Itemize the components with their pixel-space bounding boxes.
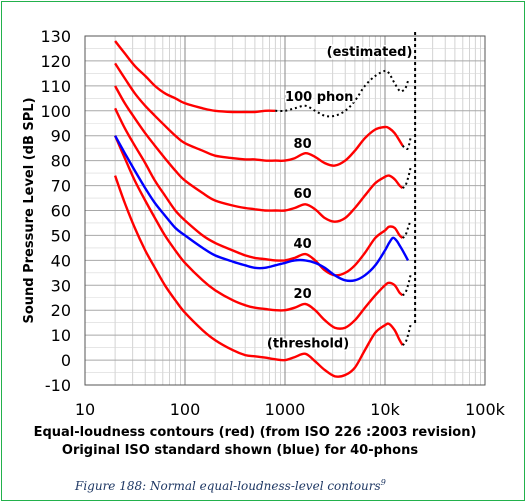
contour-annotation: 20 [294,287,312,302]
x-tick-label: 1000 [265,400,306,419]
y-tick-label: 130 [40,27,71,46]
y-tick-label: 110 [40,77,71,96]
y-tick-label: 80 [51,152,71,171]
iso-original-40-line [114,135,410,283]
contour-annotation: 80 [294,137,312,152]
contour-line-0 [113,175,404,378]
contour-annotation: (estimated) [327,45,413,60]
contour-annotation: 60 [294,187,312,202]
labels-layer: -10 0 10 20 30 40 50 60 70 80 90 100 110 120 130 10 100 1… [22,27,506,458]
y-tick-label: 10 [51,326,71,345]
caption-text: Figure 188: Normal equal-loudness-level … [75,479,381,493]
contour-line-1 [113,135,404,330]
y-tick-label: 40 [51,251,71,270]
series-layer [113,32,417,378]
contour-line-5 [114,40,276,114]
y-tick-label: -10 [45,376,71,395]
y-tick-label: 100 [40,102,71,121]
contour-line-2 [114,107,404,277]
x-tick-label: 10 [75,400,95,419]
y-tick-label: 20 [51,301,71,320]
y-tick-label: 120 [40,52,71,71]
plot-frame [84,35,486,386]
contour-estimated-4 [401,137,412,150]
x-axis-label-line1: Equal-loudness contours (red) (from ISO … [34,425,477,440]
contour-line-3 [114,85,404,223]
figure-caption: Figure 188: Normal equal-loudness-level … [75,478,386,493]
y-axis-label: Sound Pressure Level (dB SPL) [22,97,37,323]
y-tick-label: 70 [51,177,71,196]
contour-estimated-3 [401,167,412,189]
contour-line-4 [114,62,404,167]
y-tick-label: 0 [61,351,71,370]
x-tick-label: 100k [465,400,506,419]
y-tick-label: 50 [51,226,71,245]
contour-estimated-0 [401,324,412,346]
x-axis-label-line2: Original ISO standard shown (blue) for 4… [62,443,418,458]
contour-annotation: 40 [294,237,312,252]
caption-footnote-mark: 9 [380,478,386,487]
contour-annotation: 100 phon [285,90,353,105]
contour-annotation: (threshold) [267,337,349,352]
y-tick-label: 60 [51,202,71,221]
contour-estimated-2 [401,220,412,239]
contour-estimated-1 [401,275,412,297]
equal-loudness-chart: -10 0 10 20 30 40 50 60 70 80 90 100 110 120 130 10 100 1… [22,27,506,458]
x-tick-label: 100 [170,400,201,419]
y-tick-label: 30 [51,276,71,295]
y-tick-label: 90 [51,127,71,146]
x-tick-label: 10k [370,400,400,419]
